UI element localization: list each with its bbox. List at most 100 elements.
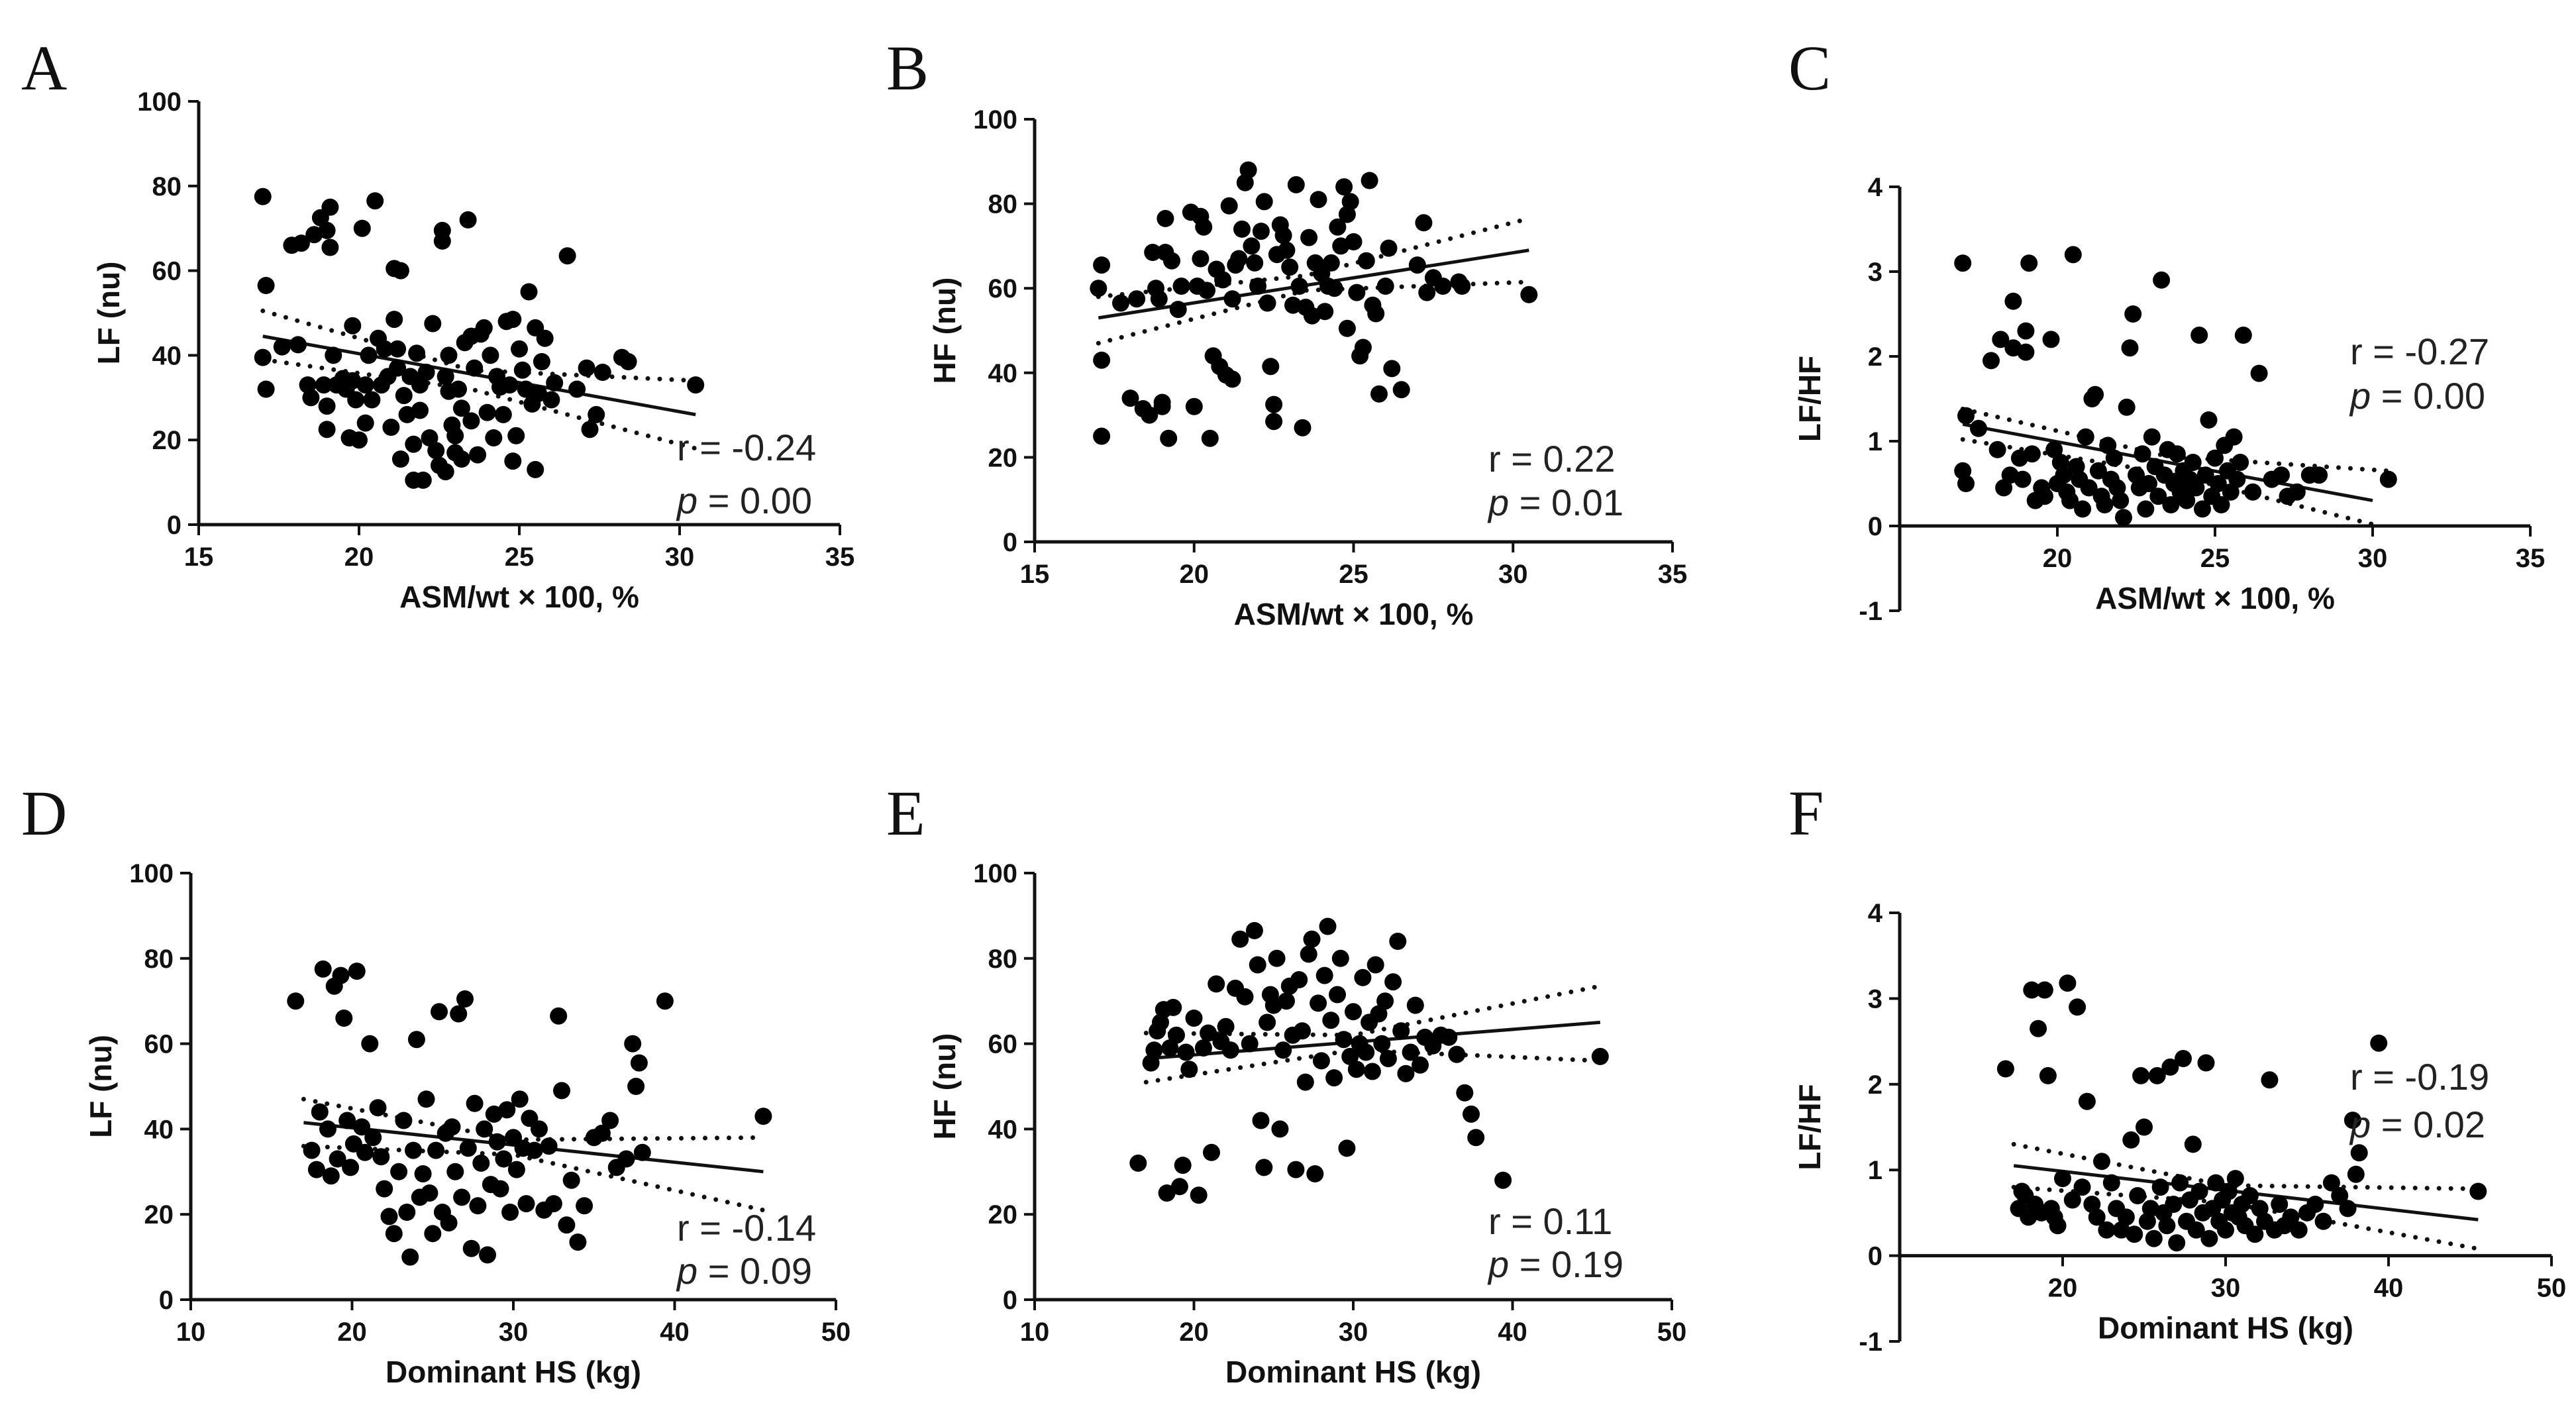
data-point-f bbox=[2207, 1174, 2225, 1192]
data-point-f bbox=[2078, 1092, 2096, 1110]
data-point-d bbox=[459, 1139, 477, 1157]
data-point-a bbox=[593, 364, 611, 381]
data-point-e bbox=[1296, 1073, 1314, 1091]
data-point-a bbox=[414, 471, 432, 489]
y-tick-label-e: 0 bbox=[1003, 1286, 1017, 1315]
data-point-f bbox=[2187, 1221, 2205, 1239]
data-point-c bbox=[2042, 331, 2060, 348]
data-point-a bbox=[254, 348, 272, 366]
data-point-f bbox=[2370, 1034, 2388, 1052]
panel-c: C -1 0 1 2 3 4 20 25 30 35 ASM/wt × 100, % LF/HF r = … bbox=[1788, 32, 2545, 626]
data-point-a bbox=[619, 353, 637, 370]
y-axis-label-f: LF/HF bbox=[1792, 1084, 1827, 1170]
data-point-c bbox=[2178, 492, 2196, 509]
data-point-e bbox=[1174, 1157, 1192, 1174]
x-axis-label-c: ASM/wt × 100, % bbox=[2095, 581, 2335, 615]
data-point-e bbox=[1322, 1012, 1340, 1029]
data-point-f bbox=[2165, 1196, 2183, 1213]
data-point-c bbox=[1995, 479, 2013, 497]
data-point-b bbox=[1163, 252, 1180, 270]
data-point-e bbox=[1329, 986, 1346, 1004]
data-point-d bbox=[479, 1246, 496, 1264]
data-point-d bbox=[311, 1103, 329, 1121]
data-point-c bbox=[2196, 466, 2214, 484]
data-point-c bbox=[2017, 322, 2035, 340]
y-tick-label-f: 0 bbox=[1868, 1242, 1882, 1271]
y-tick-label-b: 0 bbox=[1003, 528, 1017, 557]
data-point-e bbox=[1448, 1045, 1466, 1063]
data-point-f bbox=[1996, 1060, 2014, 1078]
data-point-b bbox=[1112, 294, 1129, 312]
data-point-d bbox=[307, 1161, 325, 1178]
data-point-f bbox=[2171, 1174, 2189, 1192]
y-axis-label-e: HF (nu) bbox=[927, 1033, 962, 1140]
data-point-f bbox=[2220, 1182, 2238, 1200]
data-point-a bbox=[581, 421, 599, 439]
data-point-e bbox=[1341, 1047, 1359, 1065]
data-point-d bbox=[329, 1150, 346, 1168]
data-point-f bbox=[2331, 1187, 2349, 1204]
data-point-f bbox=[2282, 1208, 2300, 1226]
data-point-c bbox=[2074, 500, 2092, 518]
data-point-a bbox=[360, 346, 378, 364]
data-point-f bbox=[2136, 1118, 2153, 1136]
p-number-d: = 0.09 bbox=[697, 1250, 812, 1292]
y-tick-label-a: 20 bbox=[152, 426, 182, 455]
data-point-d bbox=[488, 1133, 506, 1151]
y-tick-label-e: 100 bbox=[973, 859, 1017, 888]
data-point-f bbox=[2226, 1170, 2244, 1188]
y-tick-label-f: 3 bbox=[1868, 984, 1882, 1014]
data-point-d bbox=[569, 1233, 587, 1251]
y-tick-label-c: 1 bbox=[1868, 427, 1882, 456]
data-point-f bbox=[2200, 1229, 2218, 1247]
data-point-e bbox=[1335, 1031, 1353, 1049]
data-point-f bbox=[2073, 1178, 2091, 1196]
ci-upper-c bbox=[1960, 406, 2391, 474]
panel-a: A 0 20 40 60 80 100 15 20 25 30 35 ASM/wt × 100, % LF… bbox=[21, 32, 854, 614]
p-value-d: p = 0.09 bbox=[676, 1250, 812, 1292]
data-point-d bbox=[427, 1141, 445, 1159]
data-point-c bbox=[2190, 327, 2208, 344]
data-point-a bbox=[411, 401, 429, 419]
data-point-b bbox=[1392, 381, 1410, 399]
data-point-c bbox=[2234, 327, 2252, 344]
data-point-f bbox=[2063, 1191, 2081, 1209]
data-point-d bbox=[627, 1078, 645, 1095]
data-point-a bbox=[405, 435, 423, 453]
data-point-c bbox=[1992, 331, 2010, 348]
x-axis-label-d: Dominant HS (kg) bbox=[386, 1355, 641, 1389]
ci-upper-b bbox=[1096, 216, 1531, 299]
data-point-d bbox=[491, 1180, 509, 1198]
data-point-a bbox=[511, 340, 528, 358]
data-point-d bbox=[361, 1035, 379, 1053]
data-point-c bbox=[2055, 466, 2073, 484]
data-point-c bbox=[2023, 445, 2041, 463]
data-point-e bbox=[1370, 1005, 1388, 1023]
data-point-f bbox=[2175, 1050, 2192, 1067]
data-point-f bbox=[2151, 1178, 2169, 1196]
data-point-c bbox=[2225, 428, 2243, 446]
data-point-c bbox=[1957, 407, 1975, 425]
data-point-a bbox=[273, 338, 291, 356]
data-point-c bbox=[2187, 479, 2205, 497]
data-point-e bbox=[1177, 1043, 1195, 1061]
data-point-a bbox=[475, 319, 493, 337]
data-point-d bbox=[469, 1197, 487, 1215]
data-point-d bbox=[376, 1180, 393, 1198]
data-point-e bbox=[1315, 966, 1333, 984]
data-point-a bbox=[363, 391, 381, 409]
data-point-f bbox=[2241, 1187, 2259, 1204]
data-point-a bbox=[588, 405, 605, 423]
data-point-e bbox=[1185, 1010, 1203, 1027]
data-point-d bbox=[476, 1120, 493, 1138]
y-axis-label-c: LF/HF bbox=[1792, 356, 1827, 442]
p-number-e: = 0.19 bbox=[1509, 1243, 1623, 1285]
y-tick-label-b: 20 bbox=[988, 443, 1018, 472]
y-tick-label-f: 4 bbox=[1868, 899, 1883, 928]
data-point-e bbox=[1203, 1143, 1220, 1161]
r-value-d: r = -0.14 bbox=[677, 1207, 816, 1249]
data-point-e bbox=[1406, 996, 1424, 1014]
data-point-b bbox=[1230, 250, 1248, 268]
regression-line-e bbox=[1146, 1020, 1600, 1061]
x-tick-label-e: 30 bbox=[1339, 1318, 1368, 1347]
